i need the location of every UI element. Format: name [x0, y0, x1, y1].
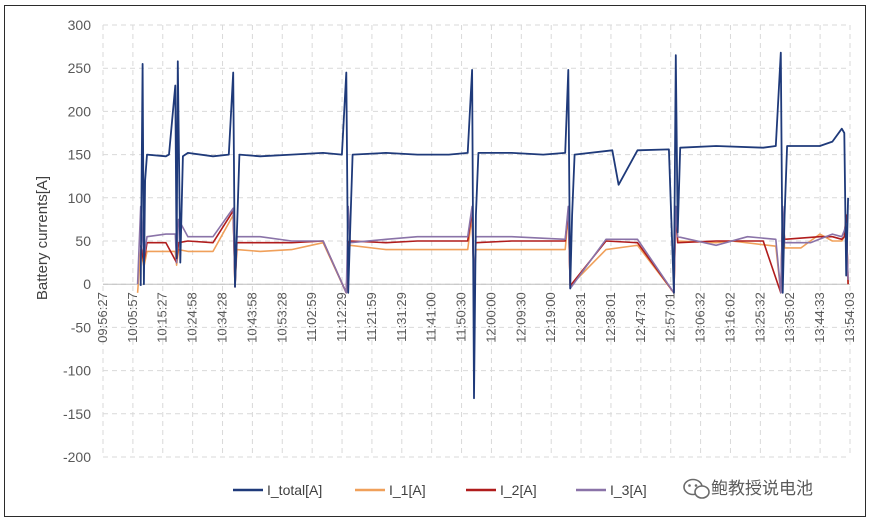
x-tick-label: 12:09:30 — [513, 292, 528, 343]
series-line-1 — [139, 51, 849, 400]
x-tick-label: 13:06:32 — [693, 292, 708, 343]
x-tick-label: 12:38:01 — [603, 292, 618, 343]
y-tick-label: -50 — [71, 319, 91, 335]
x-tick-label: 11:21:59 — [364, 292, 379, 342]
x-tick-label: 10:43:58 — [244, 292, 259, 343]
x-tick-label: 12:19:00 — [543, 292, 558, 343]
chart-frame: 300 250 200 150 100 50 0 -50 -100 -150 -200 09:56:… — [4, 5, 866, 517]
x-tick-label: 12:57:01 — [663, 292, 678, 343]
x-tick-label: 13:44:33 — [812, 292, 827, 343]
x-tick-label: 13:16:02 — [722, 292, 737, 343]
x-tick-label: 13:35:02 — [782, 292, 797, 343]
y-tick-label: 200 — [68, 103, 92, 119]
x-tick-labels: 09:56:27 10:05:57 10:15:27 10:24:58 10:34:28… — [95, 292, 857, 343]
x-tick-label: 13:54:03 — [842, 292, 857, 343]
x-tick-label: 12:00:00 — [483, 292, 498, 343]
x-tick-label: 10:24:58 — [185, 292, 200, 343]
x-tick-label: 11:12:29 — [334, 292, 349, 342]
x-tick-label: 11:31:29 — [394, 292, 409, 342]
x-tick-label: 11:02:59 — [304, 292, 319, 342]
y-tick-label: 100 — [68, 190, 92, 206]
x-tick-label: 11:41:00 — [424, 292, 439, 342]
wechat-icon — [683, 478, 710, 499]
x-tick-label: 09:56:27 — [95, 292, 110, 343]
x-tick-label: 12:47:31 — [633, 292, 648, 343]
x-tick-label: 12:28:31 — [573, 292, 588, 343]
legend-entry: I_total[A] — [267, 482, 322, 498]
y-tick-label: 250 — [68, 60, 92, 76]
legend-entry: I_2[A] — [500, 482, 537, 498]
x-tick-label: 11:50:30 — [454, 292, 469, 342]
x-tick-label: 10:15:27 — [155, 292, 170, 343]
x-tick-label: 10:05:57 — [125, 292, 140, 343]
y-tick-label: 0 — [83, 276, 91, 292]
y-tick-label: 50 — [75, 233, 91, 249]
legend: I_total[A] I_1[A] I_2[A] I_3[A] — [233, 482, 647, 498]
series-lines — [136, 51, 849, 400]
watermark-text: 鲍教授说电池 — [711, 479, 813, 498]
x-tick-label: 10:53:28 — [274, 292, 289, 343]
x-tick-label: 13:25:32 — [752, 292, 767, 343]
y-tick-label: -150 — [63, 406, 91, 422]
x-tick-label: 10:34:28 — [215, 292, 230, 343]
legend-entry: I_3[A] — [610, 482, 647, 498]
y-tick-labels: 300 250 200 150 100 50 0 -50 -100 -150 -200 — [63, 17, 91, 465]
watermark: 鲍教授说电池 — [683, 478, 813, 499]
y-tick-label: -100 — [63, 363, 91, 379]
y-tick-label: 150 — [68, 147, 92, 163]
y-tick-label: 300 — [68, 17, 92, 33]
line-chart: 300 250 200 150 100 50 0 -50 -100 -150 -200 09:56:… — [34, 17, 857, 499]
legend-entry: I_1[A] — [389, 482, 426, 498]
y-axis-label: Battery currents[A] — [34, 176, 51, 300]
y-tick-label: -200 — [63, 449, 91, 465]
series-line-3 — [139, 210, 849, 294]
series-line-2 — [136, 214, 849, 294]
